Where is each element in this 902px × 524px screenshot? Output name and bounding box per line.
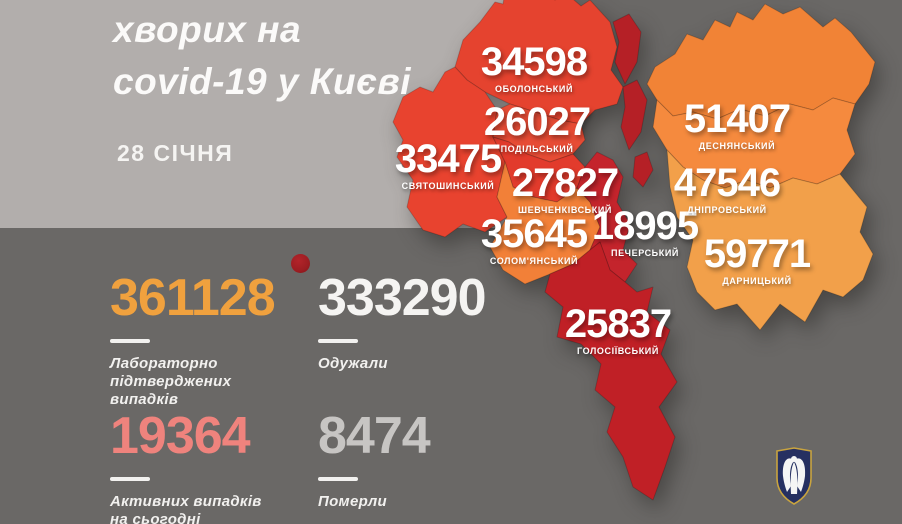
district-shape-obolonskyi [454, 0, 624, 125]
district-name: СВЯТОШИНСЬКИЙ [401, 181, 495, 191]
district-tag-darnytskyi: 59771 ДАРНИЦЬКИЙ [667, 234, 847, 286]
date-label: 28 СІЧНЯ [117, 140, 234, 166]
page-title: хворих на covid-19 у Києві [113, 4, 411, 108]
district-value: 35645 [480, 212, 588, 256]
district-shape-darnytskyi [666, 149, 874, 331]
angel-body [790, 462, 798, 494]
district-tag-shevchenkivskyi: 27827 ШЕВЧЕНКІВСЬКИЙ [475, 163, 655, 215]
district-name: ДЕСНЯНСЬКИЙ [698, 141, 776, 151]
district-name: ОБОЛОНСЬКИЙ [494, 84, 574, 94]
stat-value: 8474 [318, 407, 431, 465]
stat-label: Померли [318, 493, 387, 510]
district-value: 33475 [394, 137, 502, 181]
stat-deaths: 8474 Померли [318, 407, 431, 511]
angel-head [791, 456, 797, 462]
district-value: 26027 [483, 100, 591, 144]
district-tag-dniprovskyi: 47546 ДНІПРОВСЬКИЙ [637, 163, 817, 215]
district-name: ПОДІЛЬСЬКИЙ [500, 144, 574, 154]
district-value: 51407 [683, 97, 791, 141]
district-name: ГОЛОСІЇВСЬКИЙ [577, 346, 659, 356]
district-tag-desnianskyi: 51407 ДЕСНЯНСЬКИЙ [647, 99, 827, 151]
district-tag-solomianskyi: 35645 СОЛОМ'ЯНСЬКИЙ [444, 214, 624, 266]
stat-confirmed: 361128 Лабораторно підтверджених випадкі… [110, 269, 276, 409]
stat-label: Одужали [318, 355, 388, 372]
title-line-1: хворих на [113, 9, 302, 50]
district-value: 47546 [673, 161, 781, 205]
district-tag-podilskyi: 26027 ПОДІЛЬСЬКИЙ [447, 102, 627, 154]
district-tag-pecherskyi: 18995 ПЕЧЕРСЬКИЙ [555, 206, 735, 258]
stat-value: 333290 [318, 269, 487, 327]
district-tag-holosiivskyi: 25837 ГОЛОСІЇВСЬКИЙ [528, 304, 708, 356]
stat-recovered: 333290 Одужали [318, 269, 487, 373]
angel-left-wing [782, 458, 794, 492]
district-name: ПЕЧЕРСЬКИЙ [611, 248, 679, 258]
stat-underline [318, 477, 358, 481]
title-line-2: covid-19 у Києві [113, 61, 412, 102]
stat-label: Лабораторно підтверджених випадків [110, 355, 232, 408]
district-value: 59771 [703, 232, 811, 276]
district-tag-sviatoshynskyi: 33475 СВЯТОШИНСЬКИЙ [358, 139, 538, 191]
stat-underline [110, 339, 150, 343]
kyiv-districts-map [392, 0, 876, 501]
stat-value: 19364 [110, 407, 251, 465]
district-value: 27827 [511, 161, 619, 205]
district-value: 34598 [480, 40, 588, 84]
stat-underline [110, 477, 150, 481]
river-island-shape [632, 151, 654, 188]
district-shape-pecherskyi [576, 151, 638, 283]
stat-underline [318, 339, 358, 343]
district-shape-holosiivskyi [544, 241, 678, 501]
district-value: 18995 [591, 204, 699, 248]
district-name: ДНІПРОВСЬКИЙ [687, 205, 767, 215]
stat-label: Активних випадків на сьогодні [110, 493, 262, 524]
kyiv-coat-of-arms-logo [776, 447, 812, 505]
district-shape-dniprovskyi [652, 97, 856, 189]
angel-right-wing [794, 458, 806, 492]
stat-value: 361128 [110, 269, 276, 327]
district-name: ДАРНИЦЬКИЙ [722, 276, 792, 286]
river-island-shape [612, 13, 642, 85]
stat-active: 19364 Активних випадків на сьогодні [110, 410, 262, 524]
district-name: ШЕВЧЕНКІВСЬКИЙ [518, 205, 612, 215]
district-name: СОЛОМ'ЯНСЬКИЙ [489, 256, 579, 266]
district-value: 25837 [564, 302, 672, 346]
river-island-shape [620, 79, 648, 151]
district-tag-obolonskyi: 34598 ОБОЛОНСЬКИЙ [444, 42, 624, 94]
red-dot-decoration [291, 254, 310, 273]
